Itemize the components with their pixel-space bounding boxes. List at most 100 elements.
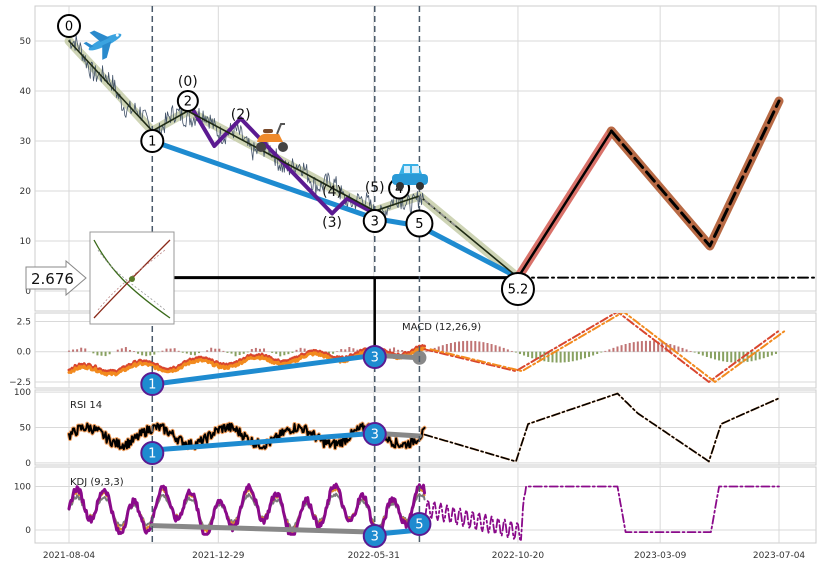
macd-histogram-bar bbox=[644, 340, 647, 352]
macd-histogram-bar bbox=[653, 341, 656, 352]
macd-histogram-bar bbox=[388, 348, 391, 352]
macd-histogram-bar bbox=[153, 351, 156, 355]
macd-histogram-bar bbox=[555, 351, 558, 363]
macd-histogram-bar bbox=[258, 348, 261, 352]
macd-histogram-bar bbox=[506, 349, 509, 352]
macd-histogram-bar bbox=[116, 349, 119, 352]
macd-divergence-label-3-circle bbox=[362, 345, 387, 369]
price-ytick-label: 40 bbox=[20, 87, 32, 97]
macd-histogram-bar bbox=[470, 340, 473, 352]
macd-histogram-bar bbox=[523, 351, 526, 356]
macd-histogram-bar bbox=[128, 349, 131, 352]
rsi-ytick-label: 50 bbox=[20, 424, 32, 434]
macd-histogram-bar bbox=[709, 351, 712, 359]
kdj-divergence-label-5-text: 5 bbox=[415, 518, 423, 533]
macd-histogram-bar bbox=[340, 349, 343, 352]
macd-histogram-bar bbox=[579, 351, 582, 360]
macd-histogram-bar bbox=[250, 349, 253, 352]
macd-histogram-bar bbox=[336, 351, 339, 352]
macd-histogram-bar bbox=[730, 351, 733, 363]
kdj-forecast-line bbox=[423, 485, 780, 541]
macd-histogram-bar bbox=[425, 350, 428, 352]
kdj-divergence-gray bbox=[149, 523, 378, 535]
macd-histogram-bar bbox=[490, 344, 493, 352]
price-level-callout: 2.676 bbox=[25, 259, 87, 297]
macd-histogram-bar bbox=[746, 351, 749, 362]
macd-divergence-blue bbox=[149, 352, 378, 387]
macd-histogram-bar bbox=[397, 349, 400, 352]
wave-label-2: 2 bbox=[176, 90, 199, 112]
rsi-forecast-line bbox=[423, 392, 779, 463]
wave-label-paren-3: (3) bbox=[322, 215, 342, 231]
macd-histogram-bar bbox=[734, 351, 737, 363]
macd-divergence-label-1-text: 1 bbox=[148, 378, 156, 393]
xtick-label: 2023-03-09 bbox=[634, 551, 687, 561]
macd-histogram-bar bbox=[681, 347, 684, 352]
macd-histogram-bar bbox=[169, 348, 172, 352]
macd-histogram-bar bbox=[283, 351, 286, 356]
macd-histogram-bar bbox=[494, 345, 497, 352]
macd-histogram-bar bbox=[185, 351, 188, 354]
axis-ticks: 010203040502.50.0−2.510050010002021-08-0… bbox=[9, 37, 805, 561]
macd-histogram-bar bbox=[453, 342, 456, 352]
macd-histogram-bar bbox=[295, 349, 298, 352]
macd-histogram-bar bbox=[299, 347, 302, 352]
macd-divergence-label-3-text: 3 bbox=[371, 351, 379, 366]
macd-histogram-bar bbox=[657, 341, 660, 352]
macd-histogram-bar bbox=[669, 344, 672, 352]
macd-histogram-bar bbox=[738, 351, 741, 363]
macd-histogram-bar bbox=[705, 351, 708, 357]
price-level-label: 2.676 bbox=[31, 270, 74, 288]
macd-histogram-bar bbox=[685, 349, 688, 352]
macd-histogram-bar bbox=[466, 340, 469, 352]
kdj-ytick-label: 100 bbox=[14, 483, 31, 493]
macd-histogram-bar bbox=[498, 346, 501, 352]
macd-histogram-bar bbox=[291, 351, 294, 353]
macd-divergence-label-1-circle bbox=[140, 372, 165, 396]
macd-ytick-label: −2.5 bbox=[9, 378, 31, 388]
price-series-line bbox=[68, 34, 425, 225]
wave-label-0-text: 0 bbox=[65, 20, 73, 35]
scooter-icon bbox=[256, 123, 288, 152]
macd-histogram-bar bbox=[173, 348, 176, 352]
wave-label-paren-5: (5) bbox=[365, 180, 385, 196]
macd-histogram-bar bbox=[571, 351, 574, 362]
macd-histogram-bar bbox=[458, 341, 461, 352]
rsi-divergence-blue bbox=[149, 430, 378, 453]
macd-histogram-bar bbox=[624, 343, 627, 352]
macd-histogram-bar bbox=[600, 351, 603, 353]
macd-histogram-bar bbox=[177, 350, 180, 352]
macd-histogram-bar bbox=[567, 351, 570, 362]
wave-label-1-circle bbox=[140, 129, 165, 153]
macd-histogram-bar bbox=[193, 351, 196, 356]
macd-histogram-bar bbox=[758, 351, 761, 360]
macd-ytick-label: 2.5 bbox=[17, 317, 31, 327]
macd-histogram-bar bbox=[510, 350, 513, 352]
macd-histogram-bar bbox=[303, 348, 306, 352]
forecast-dashed-line bbox=[609, 99, 781, 248]
macd-histogram-bar bbox=[108, 351, 111, 355]
rsi-divergence-label-3-text: 3 bbox=[371, 428, 379, 443]
macd-histogram-bar bbox=[214, 348, 217, 352]
macd-histogram-bar bbox=[673, 345, 676, 352]
xtick-label: 2021-12-29 bbox=[192, 551, 245, 561]
macd-histogram-bar bbox=[474, 341, 477, 352]
macd-histogram-bar bbox=[575, 351, 578, 361]
macd-histogram-bar bbox=[242, 351, 245, 354]
wave-label-2-text: 2 bbox=[184, 95, 192, 110]
macd-histogram-bar bbox=[124, 347, 127, 352]
wave-label-paren-4: (4) bbox=[322, 184, 342, 200]
wave-label-5-2-text: 5.2 bbox=[508, 283, 529, 298]
macd-histogram-bar bbox=[437, 346, 440, 352]
macd-histogram-bar bbox=[754, 351, 757, 361]
kdj-divergence-label-3-circle bbox=[362, 524, 387, 548]
wave-label-paren-0: (0) bbox=[178, 74, 198, 90]
wave-label-5-2-circle bbox=[500, 272, 535, 306]
macd-title: MACD (12,26,9) bbox=[402, 322, 481, 333]
rsi-divergence-label-1: 1 bbox=[140, 441, 165, 465]
xtick-label: 2022-10-20 bbox=[492, 551, 545, 561]
pattern-thumbnail bbox=[89, 231, 175, 325]
macd-histogram-bar bbox=[76, 349, 79, 352]
macd-histogram-bar bbox=[762, 351, 765, 359]
macd-divergence-label-1: 1 bbox=[140, 372, 165, 396]
